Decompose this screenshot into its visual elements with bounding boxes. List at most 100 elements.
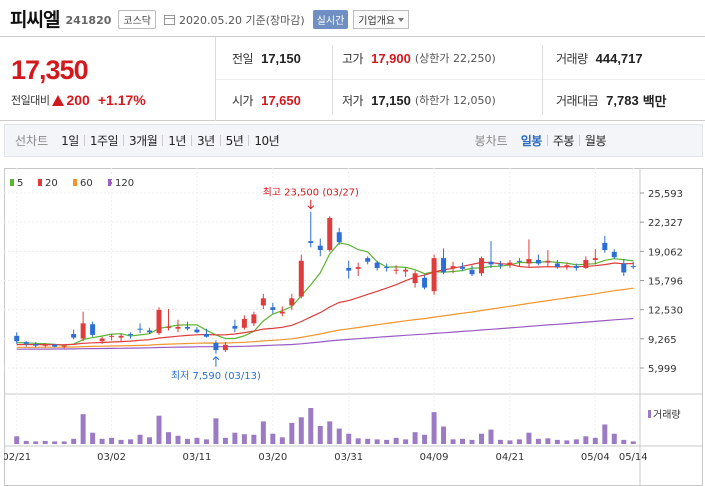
price-summary: 17,350 전일대비 200 +1.17% 전일 17,150 고가 17,9… — [0, 36, 705, 121]
legend-swatch-20 — [38, 179, 42, 186]
candle-body — [592, 258, 598, 260]
candle-body — [279, 311, 285, 314]
current-price: 17,350 — [11, 55, 89, 85]
volume-bar — [109, 437, 115, 444]
x-tick-label: 02/21 — [4, 452, 31, 463]
volume-bar — [298, 417, 304, 444]
candle-body — [479, 258, 484, 274]
candle-body — [118, 335, 124, 338]
period-1w[interactable]: 1주일 — [89, 134, 119, 148]
low-arrow-icon — [212, 356, 220, 367]
separator — [546, 135, 548, 146]
x-tick-label: 03/31 — [334, 452, 363, 463]
candle-body — [222, 344, 228, 351]
period-1d[interactable]: 1일 — [61, 134, 79, 148]
summary-divider — [216, 79, 705, 80]
candle-body — [621, 263, 627, 273]
y-tick-label: 19,062 — [648, 247, 683, 258]
candle-body — [564, 265, 570, 268]
high-value: 17,900 — [371, 50, 411, 66]
period-3m[interactable]: 3개월 — [129, 134, 158, 148]
period-3y[interactable]: 3년 — [196, 134, 215, 148]
candle-body — [507, 262, 513, 266]
candle-body — [516, 260, 522, 262]
candle-body — [80, 323, 86, 339]
volume-bar — [545, 438, 551, 444]
candle-chart-label[interactable]: 봉차트 — [474, 134, 508, 148]
period-5y[interactable]: 5년 — [225, 134, 244, 148]
up-arrow-icon — [52, 94, 65, 106]
volume-bar — [488, 429, 494, 444]
amount-label: 거래대금 — [556, 93, 599, 108]
candle-body — [147, 330, 153, 333]
candle-body — [355, 267, 361, 269]
period-daily[interactable]: 일봉 — [520, 134, 543, 148]
chevron-down-icon — [398, 17, 405, 22]
candle-body — [526, 259, 532, 264]
candle-body — [384, 267, 390, 269]
volume-bar — [213, 418, 219, 444]
candle-body — [23, 342, 29, 344]
volume-bar — [346, 433, 352, 444]
candle-body — [497, 264, 503, 266]
candle-body — [545, 260, 551, 263]
candle-body — [630, 266, 636, 268]
low-value: 17,150 — [371, 92, 411, 108]
legend-swatch-120 — [108, 179, 112, 186]
candle-body — [460, 267, 466, 269]
candle-body — [317, 245, 323, 251]
period-weekly[interactable]: 주봉 — [552, 134, 575, 148]
separator — [162, 135, 164, 146]
volume-bar — [118, 439, 124, 444]
volume-bar — [147, 437, 153, 444]
candle-body — [573, 266, 579, 268]
ma-line-5 — [16, 242, 634, 346]
volume-bar — [431, 412, 437, 444]
period-10y[interactable]: 10년 — [254, 134, 280, 148]
line-chart-label[interactable]: 선차트 — [15, 134, 49, 148]
candle-body — [289, 298, 295, 306]
lower-limit: (하한가 12,050) — [414, 94, 496, 107]
candle-body — [109, 335, 115, 337]
volume-bar — [241, 434, 247, 444]
candle-body — [99, 338, 105, 342]
volume-bar — [289, 422, 295, 444]
separator — [219, 135, 221, 146]
legend-swatch-60 — [73, 179, 77, 186]
volume-bar — [621, 439, 627, 444]
amount-value: 7,783 — [606, 92, 639, 108]
y-tick-label: 15,796 — [648, 277, 683, 288]
volume-bar — [583, 436, 589, 444]
y-tick-label: 12,530 — [648, 306, 683, 317]
volume-bar — [592, 437, 598, 444]
volume-bar — [403, 439, 409, 444]
volume-bar — [90, 432, 96, 444]
volume-bar — [308, 408, 314, 444]
x-tick-label: 03/20 — [258, 452, 287, 463]
candle-body — [14, 335, 20, 342]
period-1y[interactable]: 1년 — [168, 134, 186, 148]
candle-body — [203, 334, 209, 337]
volume-bar — [14, 436, 20, 444]
volume-bar — [516, 439, 522, 444]
candle-body — [298, 260, 304, 297]
volume-bar — [365, 438, 371, 444]
volume-bar — [526, 432, 532, 444]
high-arrow-icon — [307, 199, 315, 210]
volume-bar — [630, 441, 636, 444]
candle-body — [488, 261, 494, 265]
candle-body — [175, 326, 181, 329]
period-monthly[interactable]: 월봉 — [584, 134, 607, 148]
y-tick-label: 9,265 — [648, 335, 677, 346]
upper-limit: (상한가 22,250) — [414, 52, 496, 65]
volume-bar — [33, 441, 39, 444]
volume-label: 거래량 — [556, 51, 588, 66]
company-overview-dropdown[interactable]: 기업개요 — [353, 10, 410, 29]
candle-body — [336, 232, 342, 243]
candle-body — [156, 309, 162, 334]
candle-body — [393, 269, 399, 271]
realtime-button[interactable]: 실시간 — [312, 10, 349, 29]
candle-body — [90, 324, 96, 335]
stock-name: 피씨엘 — [10, 8, 60, 31]
volume-bar — [554, 439, 560, 444]
